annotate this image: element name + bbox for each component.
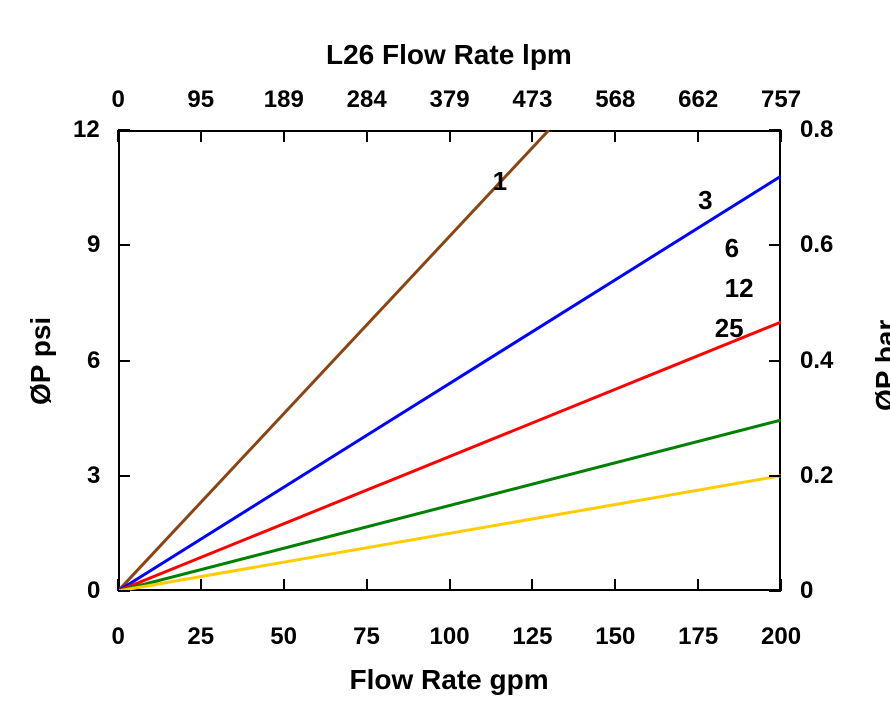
- series-line-12: [118, 420, 781, 591]
- x-top-label: 379: [430, 86, 470, 114]
- y-left-label: 9: [87, 231, 100, 259]
- x-top-label: 757: [761, 86, 801, 114]
- y-left-tick: [118, 129, 130, 131]
- right-axis-title: ØP bar: [870, 320, 890, 411]
- x-bottom-tick: [200, 579, 202, 591]
- y-right-label: 0: [800, 577, 813, 605]
- y-right-label: 0.8: [800, 116, 833, 144]
- x-top-tick: [780, 130, 782, 142]
- x-top-label: 95: [187, 86, 214, 114]
- y-right-label: 0.4: [800, 347, 833, 375]
- series-label-25: 25: [715, 313, 744, 344]
- y-right-label: 0.6: [800, 231, 833, 259]
- y-right-tick: [769, 129, 781, 131]
- y-right-tick: [769, 244, 781, 246]
- x-top-label: 568: [595, 86, 635, 114]
- chart-stage: L26 Flow Rate lpm Flow Rate gpm ØP psi Ø…: [0, 0, 890, 726]
- series-label-3: 3: [698, 185, 712, 216]
- bottom-axis-title: Flow Rate gpm: [350, 664, 549, 696]
- x-bottom-label: 125: [512, 623, 552, 651]
- x-bottom-label: 50: [270, 623, 297, 651]
- x-top-tick: [531, 130, 533, 142]
- x-top-label: 284: [347, 86, 387, 114]
- y-right-tick: [769, 475, 781, 477]
- x-top-tick: [449, 130, 451, 142]
- x-top-label: 189: [264, 86, 304, 114]
- x-top-tick: [614, 130, 616, 142]
- y-left-label: 6: [87, 347, 100, 375]
- x-bottom-tick: [366, 579, 368, 591]
- x-top-tick: [117, 130, 119, 142]
- series-line-6: [118, 322, 781, 591]
- x-top-label: 0: [112, 86, 125, 114]
- x-bottom-label: 200: [761, 623, 801, 651]
- x-bottom-label: 0: [112, 623, 125, 651]
- y-left-label: 12: [73, 116, 100, 144]
- x-bottom-tick: [697, 579, 699, 591]
- y-left-tick: [118, 475, 130, 477]
- x-bottom-tick: [449, 579, 451, 591]
- y-left-tick: [118, 244, 130, 246]
- x-top-tick: [200, 130, 202, 142]
- x-bottom-tick: [614, 579, 616, 591]
- x-bottom-label: 150: [595, 623, 635, 651]
- x-bottom-label: 100: [430, 623, 470, 651]
- series-label-12: 12: [725, 273, 754, 304]
- top-axis-title: L26 Flow Rate lpm: [326, 39, 572, 71]
- x-top-tick: [366, 130, 368, 142]
- x-bottom-tick: [531, 579, 533, 591]
- y-left-label: 0: [87, 577, 100, 605]
- y-left-tick: [118, 590, 130, 592]
- x-top-tick: [283, 130, 285, 142]
- series-label-1: 1: [493, 166, 507, 197]
- x-top-label: 662: [678, 86, 718, 114]
- y-right-tick: [769, 590, 781, 592]
- x-top-label: 473: [512, 86, 552, 114]
- left-axis-title: ØP psi: [25, 317, 57, 405]
- x-top-tick: [697, 130, 699, 142]
- y-right-label: 0.2: [800, 462, 833, 490]
- series-label-6: 6: [725, 233, 739, 264]
- y-left-tick: [118, 360, 130, 362]
- y-right-tick: [769, 360, 781, 362]
- x-bottom-label: 75: [353, 623, 380, 651]
- x-bottom-label: 25: [187, 623, 214, 651]
- series-line-25: [118, 476, 781, 591]
- y-left-label: 3: [87, 462, 100, 490]
- x-bottom-label: 175: [678, 623, 718, 651]
- x-bottom-tick: [283, 579, 285, 591]
